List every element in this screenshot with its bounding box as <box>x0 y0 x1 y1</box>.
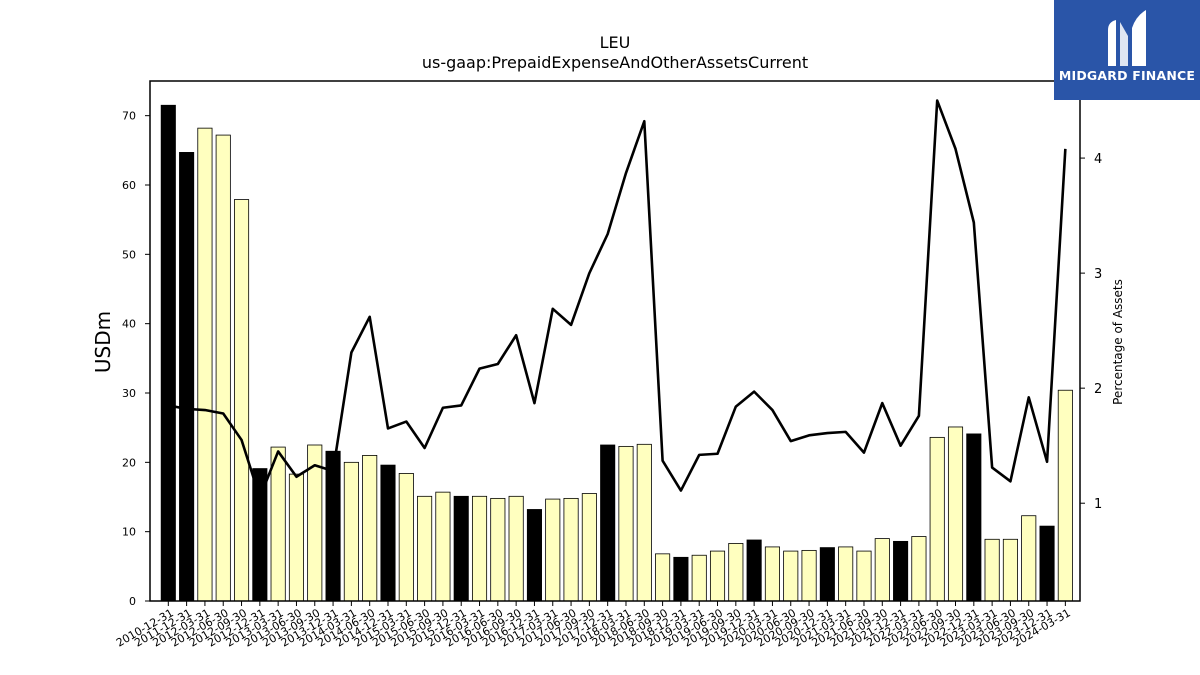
y-axis-label: USDm <box>91 311 115 373</box>
bar-2015-09-30 <box>435 491 451 602</box>
bar-2022-06-30 <box>929 436 945 602</box>
bars-layer <box>160 104 1073 602</box>
bar-2017-09-30 <box>581 493 597 602</box>
bar-2012-12-31 <box>252 468 268 602</box>
y2-tick-label: 2 <box>1094 382 1102 397</box>
bar-2020-06-30 <box>783 550 799 602</box>
bar-2015-12-31 <box>453 495 469 602</box>
bar-2018-03-31 <box>618 445 634 602</box>
bar-2012-09-30 <box>233 199 250 602</box>
bar-2021-12-31 <box>893 540 909 602</box>
bar-2020-12-31 <box>819 547 835 602</box>
y-tick-label: 10 <box>122 526 136 539</box>
bar-2023-09-30 <box>1021 515 1037 602</box>
percentage-line <box>168 99 1067 499</box>
bar-2022-12-31 <box>966 433 982 602</box>
bar-2013-03-31 <box>270 446 286 602</box>
bar-2018-12-31 <box>673 556 689 602</box>
bar-2012-06-30 <box>215 134 231 602</box>
y-tick-label: 20 <box>122 456 136 469</box>
bar-2022-09-30 <box>947 426 964 602</box>
bar-2017-03-31 <box>545 498 561 602</box>
bar-2021-06-30 <box>856 550 872 602</box>
chart-title: LEU <box>600 33 631 52</box>
y2-tick-label: 1 <box>1094 497 1102 512</box>
y-tick-label: 40 <box>122 318 136 331</box>
bar-2022-03-31 <box>911 536 927 602</box>
plot-frame <box>149 80 1081 602</box>
bar-2020-09-30 <box>801 549 817 602</box>
y-tick-label: 50 <box>122 248 136 261</box>
y2-tick-label: 4 <box>1094 152 1102 167</box>
bar-2017-12-31 <box>600 444 616 602</box>
bar-2021-03-31 <box>838 546 854 602</box>
line-layer <box>168 99 1067 499</box>
bar-2016-06-30 <box>490 497 506 602</box>
bar-2023-06-30 <box>1002 538 1018 602</box>
bar-2018-06-30 <box>636 443 652 602</box>
bar-2019-12-31 <box>746 539 762 602</box>
y2-tick-label: 3 <box>1094 267 1102 282</box>
bar-2023-12-31 <box>1039 525 1055 602</box>
bar-2013-06-30 <box>288 473 305 602</box>
bar-2019-03-31 <box>691 554 707 602</box>
bar-2013-12-31 <box>325 450 341 602</box>
bar-2016-09-30 <box>508 495 524 602</box>
bar-2014-12-31 <box>380 464 396 602</box>
bar-2017-06-30 <box>563 497 579 602</box>
bar-2023-03-31 <box>984 538 1000 602</box>
y-tick-label: 70 <box>122 110 136 123</box>
bar-2014-06-30 <box>362 454 378 602</box>
chart-subtitle: us-gaap:PrepaidExpenseAndOtherAssetsCurr… <box>422 53 808 72</box>
bar-2019-09-30 <box>728 543 744 602</box>
bar-2024-03-31 <box>1057 389 1073 602</box>
y-tick-label: 60 <box>122 179 136 192</box>
bar-2021-09-30 <box>874 538 890 602</box>
bar-2012-03-31 <box>197 127 213 602</box>
y-tick-label: 30 <box>122 387 136 400</box>
bar-2020-03-31 <box>764 546 780 602</box>
bar-2015-06-30 <box>417 495 433 602</box>
bar-2019-06-30 <box>709 550 726 602</box>
bar-2011-12-31 <box>179 152 195 602</box>
logo-mark-icon <box>1108 10 1146 66</box>
y-tick-label: 0 <box>129 595 136 608</box>
logo-text: MIDGARD FINANCE <box>1058 68 1196 83</box>
bar-2010-12-31 <box>160 104 176 602</box>
bar-2016-12-31 <box>526 509 542 602</box>
brand-logo: MIDGARD FINANCE <box>1054 0 1200 100</box>
y2-axis-label: Percentage of Assets <box>1111 279 1125 405</box>
bar-2014-03-31 <box>343 461 359 602</box>
bar-2018-09-30 <box>655 553 671 602</box>
bar-2015-03-31 <box>398 473 414 602</box>
bar-2016-03-31 <box>471 495 488 602</box>
